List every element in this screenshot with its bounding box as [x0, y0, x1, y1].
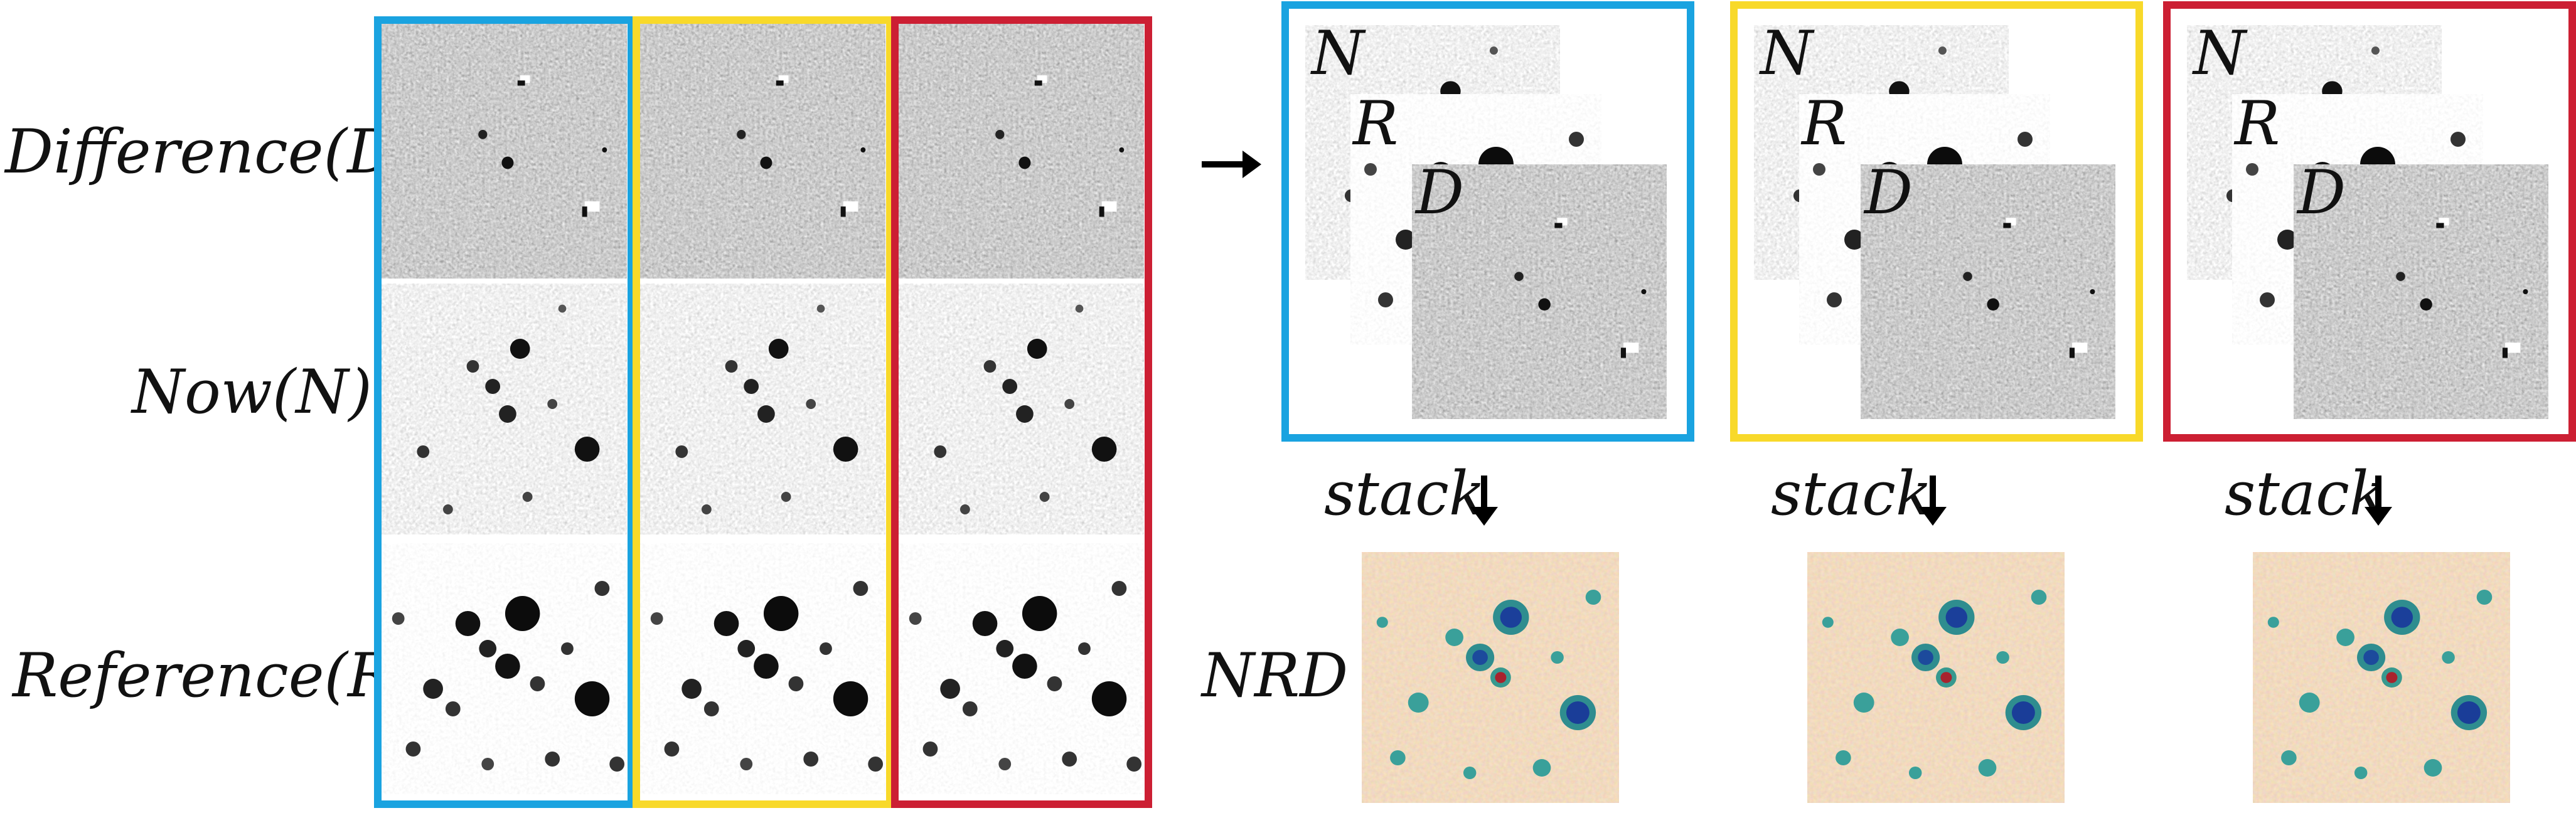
stack-2-letter-d: D [1863, 157, 1913, 228]
stack-1-letter-n: N [1310, 18, 1366, 88]
stack-2-frame [1730, 1, 2143, 442]
reference-image-2 [637, 543, 885, 794]
nrd-image-2 [1807, 552, 2065, 803]
stack-panel-2: N R D [1730, 1, 2143, 442]
stack-1-frame [1281, 1, 1694, 442]
difference-image-3 [895, 21, 1144, 279]
stack-3-frame [2163, 1, 2576, 442]
image-grid [378, 21, 1152, 794]
row-label-difference: Difference(D) [4, 117, 419, 187]
arrow-down-icon [2365, 476, 2392, 526]
frame-yellow [633, 16, 894, 808]
nrd-image-1 [1362, 552, 1619, 803]
reference-image-1 [378, 543, 627, 794]
arrow-down-icon [1470, 476, 1498, 526]
arrow-down-icon [1919, 476, 1947, 526]
now-image-3 [895, 284, 1144, 534]
stack-panel-3: N R D [2163, 1, 2576, 442]
row-label-now: Now(N) [131, 357, 372, 427]
stack-label-1: stack [1324, 459, 1485, 529]
stack-panel-1: N R D [1281, 1, 1694, 442]
stack-label-3: stack [2225, 459, 2386, 529]
arrow-right-icon [1202, 151, 1261, 178]
difference-image-2 [637, 21, 885, 279]
difference-image-1 [378, 21, 627, 279]
stack-1-letter-d: D [1414, 157, 1464, 228]
frame-blue [374, 16, 635, 808]
now-image-1 [378, 284, 627, 534]
stack-label-2: stack [1771, 459, 1932, 529]
stack-2-letter-n: N [1759, 18, 1815, 88]
nrd-label: NRD [1200, 640, 1348, 711]
stack-3-letter-r: R [2233, 88, 2280, 159]
reference-image-3 [895, 543, 1144, 794]
nrd-image-3 [2253, 552, 2510, 803]
stack-3-letter-d: D [2296, 157, 2346, 228]
stack-3-letter-n: N [2192, 18, 2248, 88]
stack-1-letter-r: R [1352, 88, 1398, 159]
row-label-reference: Reference(R) [11, 640, 417, 711]
frame-red [891, 16, 1152, 808]
stack-2-letter-r: R [1800, 88, 1847, 159]
now-image-2 [637, 284, 885, 534]
